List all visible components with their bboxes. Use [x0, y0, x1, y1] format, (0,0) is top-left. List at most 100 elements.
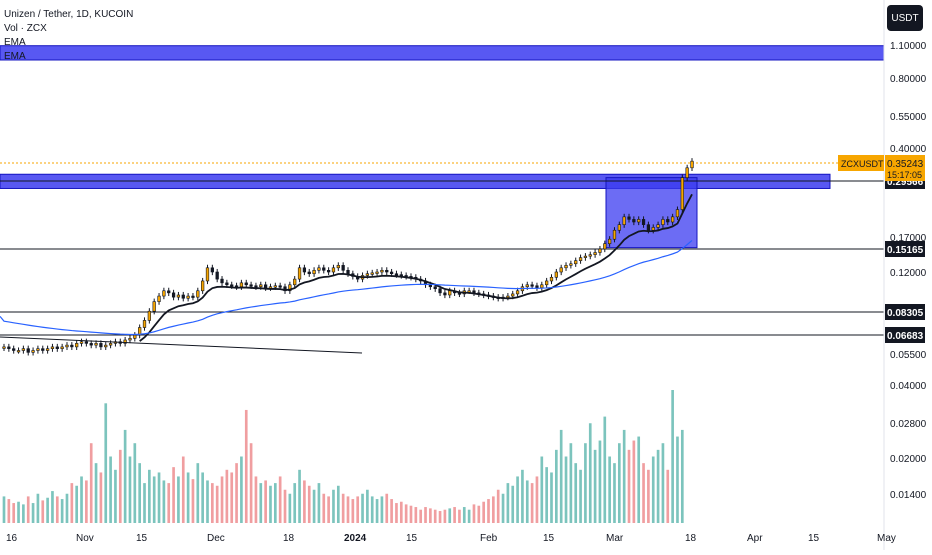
candle — [104, 344, 108, 348]
volume-bar — [46, 497, 49, 523]
volume-bar — [244, 409, 248, 523]
volume-bar — [186, 472, 190, 523]
candle — [307, 271, 311, 275]
currency-unit-button[interactable]: USDT — [887, 5, 923, 31]
candle — [380, 269, 384, 273]
volume-bar — [366, 489, 369, 523]
candle — [346, 269, 350, 275]
volume-bar — [385, 493, 389, 523]
volume-bar — [303, 480, 306, 523]
candle — [176, 294, 181, 298]
candle — [331, 267, 336, 273]
volume-bar — [269, 485, 272, 523]
candle — [99, 343, 103, 348]
candle — [186, 295, 190, 299]
volume-bar — [429, 508, 432, 523]
volume-bar — [462, 507, 466, 523]
candle — [651, 227, 655, 231]
candle — [288, 284, 292, 292]
volume-bar — [273, 483, 277, 523]
time-tick-label: Feb — [480, 533, 498, 544]
volume-bar — [138, 463, 141, 523]
price-tick-label: 0.02800 — [890, 419, 927, 430]
candle — [31, 350, 35, 353]
candle — [336, 265, 340, 269]
candle — [448, 290, 452, 296]
candle — [632, 219, 636, 223]
candle — [603, 243, 607, 250]
volume-bar — [94, 463, 98, 523]
volume-bar — [651, 456, 655, 523]
candle — [690, 160, 694, 169]
price-tick-label: 0.40000 — [890, 144, 927, 155]
price-tick-label: 0.12000 — [890, 268, 927, 279]
volume-bar — [118, 449, 122, 523]
candle — [608, 238, 612, 244]
candle — [326, 269, 331, 273]
candle — [666, 219, 670, 223]
candle — [133, 334, 137, 339]
candle — [264, 284, 268, 289]
volume-bar — [390, 499, 393, 523]
candle — [525, 284, 529, 288]
ema-indicator-label-1[interactable]: EMA — [4, 37, 26, 48]
candle — [239, 282, 244, 288]
candle — [394, 273, 399, 276]
volume-bar — [12, 503, 16, 523]
time-tick-label: 15 — [543, 533, 555, 544]
countdown-label: 15:17:05 — [887, 170, 922, 180]
candle — [12, 348, 16, 351]
volume-bar — [293, 483, 297, 523]
volume-bar — [414, 507, 418, 523]
candle — [569, 263, 573, 266]
volume-bar — [336, 485, 340, 523]
volume-bar — [307, 485, 311, 523]
candle — [259, 284, 263, 288]
volume-bar — [516, 476, 519, 523]
candle — [60, 346, 64, 349]
volume-bar — [55, 496, 59, 523]
volume-bar — [230, 472, 234, 523]
candle — [535, 285, 539, 289]
volume-bar — [579, 469, 582, 523]
candle — [16, 350, 21, 353]
candle — [627, 216, 631, 220]
volume-bar — [424, 507, 427, 523]
volume-bar — [622, 429, 626, 523]
volume-bar — [26, 496, 30, 523]
price-tick-label: 0.04000 — [890, 381, 927, 392]
volume-bar — [211, 483, 214, 523]
ema-indicator-label-2[interactable]: EMA — [4, 51, 26, 62]
volume-bar — [448, 508, 452, 523]
volume-bar — [656, 449, 660, 523]
price-tick-label: 0.05500 — [890, 350, 927, 361]
volume-bar — [288, 493, 292, 523]
time-tick-label: 18 — [283, 533, 295, 544]
last-price-badge — [885, 155, 925, 181]
volume-bar — [603, 416, 607, 523]
candle — [230, 284, 234, 287]
candle — [41, 348, 45, 351]
candle — [162, 290, 166, 297]
volume-bar — [501, 493, 505, 523]
candle — [273, 285, 277, 288]
volume-bar — [104, 403, 108, 523]
candle — [79, 341, 84, 344]
volume-indicator-label[interactable]: Vol · ZCX — [4, 23, 47, 34]
candle — [215, 271, 219, 280]
volume-bar — [196, 463, 200, 523]
candle — [138, 327, 142, 336]
time-tick-label: 2024 — [344, 533, 367, 544]
candle — [50, 346, 55, 349]
volume-bar — [617, 443, 621, 523]
candle — [249, 284, 253, 287]
volume-bar — [530, 483, 534, 523]
candle — [375, 271, 379, 274]
candle — [428, 284, 432, 288]
candle — [302, 267, 307, 273]
volume-bar — [419, 509, 423, 523]
candle — [506, 295, 510, 298]
level-price-badge — [885, 241, 925, 257]
